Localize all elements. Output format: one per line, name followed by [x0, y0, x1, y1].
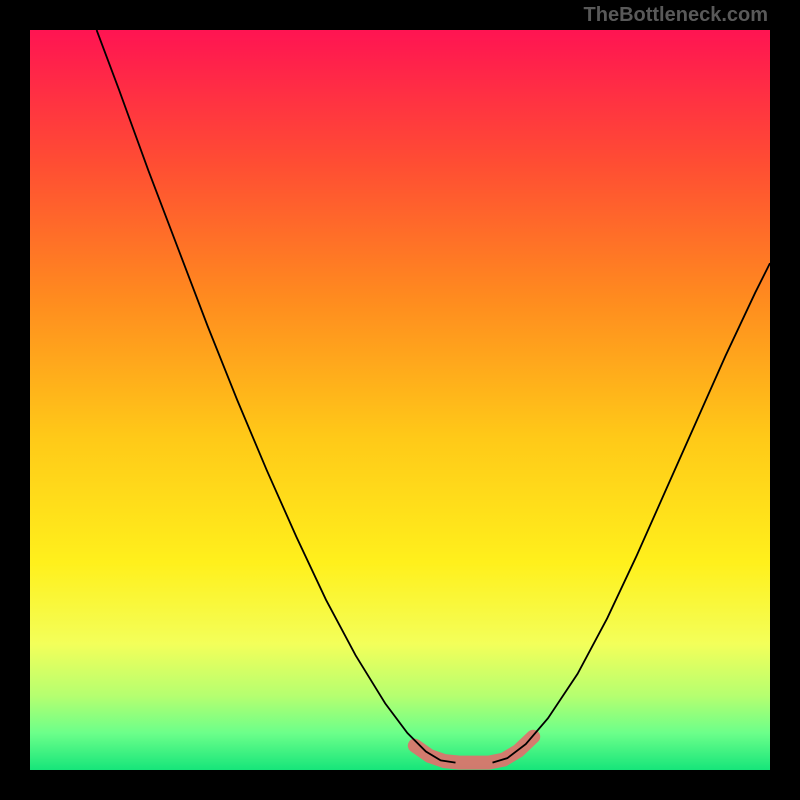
chart-frame: TheBottleneck.com — [0, 0, 800, 800]
gradient-background — [30, 30, 770, 770]
watermark-text: TheBottleneck.com — [584, 4, 768, 27]
plot-area — [30, 30, 770, 770]
chart-svg — [30, 30, 770, 770]
